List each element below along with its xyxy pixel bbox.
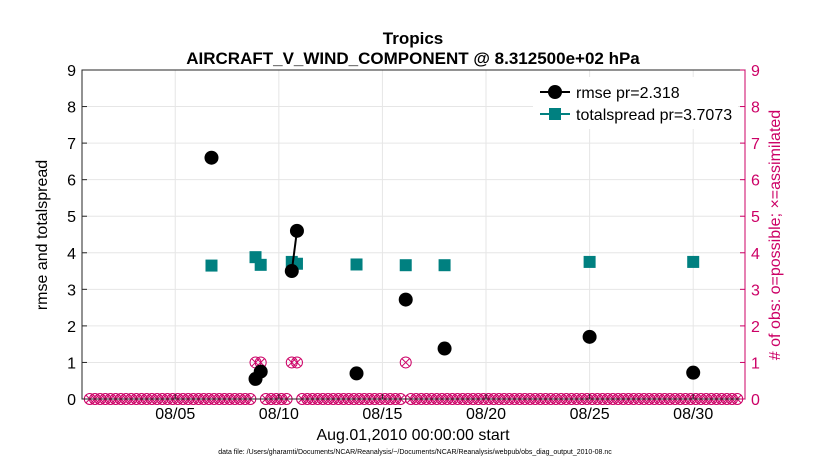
y-tick-label-left: 5 (67, 209, 76, 226)
totalspread-point (399, 259, 412, 272)
x-tick-label: 08/15 (362, 406, 402, 423)
y-tick-label-left: 3 (67, 282, 76, 299)
chart-subtitle: AIRCRAFT_V_WIND_COMPONENT @ 8.312500e+02… (186, 49, 640, 68)
totalspread-point (249, 251, 262, 264)
rmse-point (204, 150, 219, 165)
legend-totalspread-label: totalspread pr=3.7073 (576, 107, 732, 124)
obs-count-markers (83, 356, 744, 405)
y-tick-label-right: 5 (751, 209, 760, 226)
obs-possible-marker (290, 356, 303, 369)
legend-box (533, 77, 738, 129)
y-tick-label-right: 4 (751, 246, 760, 263)
chart-title: Tropics (383, 29, 443, 48)
rmse-point (284, 264, 299, 279)
rmse-point (437, 341, 452, 356)
y-tick-label-left: 7 (67, 136, 76, 153)
totalspread-point (583, 255, 596, 268)
grid-lines (82, 70, 745, 399)
legend: rmse pr=2.318 totalspread pr=3.7073 (533, 77, 738, 129)
legend-totalspread-marker (549, 108, 561, 120)
totalspread-point (254, 258, 267, 271)
y-tick-label-right: 6 (751, 173, 760, 190)
totalspread-point (438, 259, 451, 272)
y-tick-label-left: 6 (67, 173, 76, 190)
totalspread-point (687, 255, 700, 268)
y-tick-label-left: 0 (67, 392, 76, 409)
axis-ticks: 0 0 1 1 2 2 3 3 4 4 5 5 6 6 7 7 8 8 9 9 08/05 08/10 08/15 08/20… (67, 63, 760, 423)
x-tick-label: 08/20 (466, 406, 506, 423)
y-tick-label-right: 2 (751, 319, 760, 336)
data-series (204, 150, 701, 386)
y-tick-label-right: 8 (751, 100, 760, 117)
legend-rmse-label: rmse pr=2.318 (576, 85, 680, 102)
rmse-point (289, 223, 304, 238)
x-axis-label: Aug.01,2010 00:00:00 start (316, 427, 510, 444)
rmse-point (582, 329, 597, 344)
totalspread-point (205, 259, 218, 272)
y-tick-label-left: 9 (67, 63, 76, 80)
rmse-point (253, 364, 268, 379)
x-tick-label: 08/30 (673, 406, 713, 423)
y-tick-label-left: 1 (67, 355, 76, 372)
y-axis-label-right: # of obs: o=possible; ×=assimilated (767, 110, 784, 360)
totalspread-point (350, 258, 363, 271)
x-tick-label: 08/05 (155, 406, 195, 423)
x-tick-label: 08/25 (570, 406, 610, 423)
y-tick-label-right: 9 (751, 63, 760, 80)
y-tick-label-left: 2 (67, 319, 76, 336)
obs-assimilated-marker (256, 358, 265, 367)
y-tick-label-right: 1 (751, 355, 760, 372)
x-tick-label: 08/10 (259, 406, 299, 423)
y-tick-label-right: 7 (751, 136, 760, 153)
obs-possible-marker (399, 356, 412, 369)
data-file-footer: data file: /Users/gharamti/Documents/NCA… (218, 449, 612, 456)
legend-rmse-marker (548, 85, 562, 99)
rmse-point (349, 366, 364, 381)
obs-assimilated-marker (293, 358, 301, 367)
y-tick-label-right: 0 (751, 392, 760, 409)
y-tick-label-right: 3 (751, 282, 760, 299)
obs-assimilated-marker (401, 358, 410, 367)
rmse-point (686, 365, 701, 380)
y-tick-label-left: 4 (67, 246, 76, 263)
y-axis-label-left: rmse and totalspread (34, 160, 51, 310)
y-tick-label-left: 8 (67, 100, 76, 117)
rmse-point (398, 292, 413, 307)
